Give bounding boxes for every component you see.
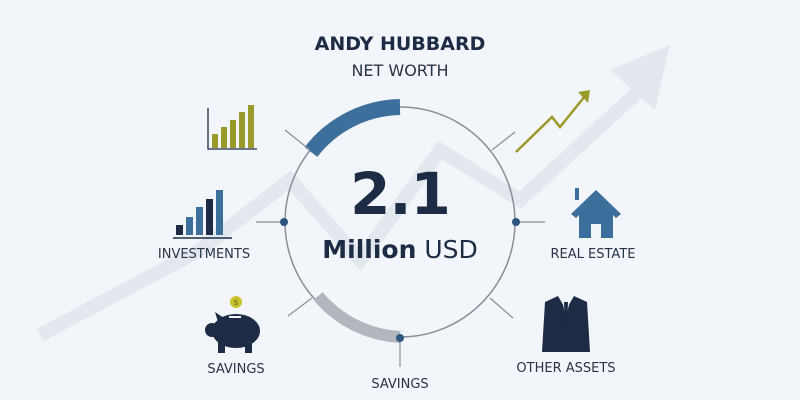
trend-arrow-icon	[515, 90, 590, 153]
person-name: ANDY HUBBARD	[314, 33, 486, 55]
suit-icon	[542, 296, 590, 352]
net-worth-unit: Million USD	[322, 235, 478, 264]
dot-left	[280, 218, 288, 226]
dot-right	[512, 218, 520, 226]
piggy-bank-icon: $	[205, 296, 260, 353]
svg-text:$: $	[233, 298, 238, 307]
net-worth-subtitle: NET WORTH	[351, 61, 449, 80]
olive-bar-chart-icon	[207, 105, 257, 150]
house-icon	[571, 188, 621, 238]
net-worth-value: 2.1	[350, 160, 451, 228]
background-arrow-head	[610, 45, 670, 110]
dot-bottom	[396, 334, 404, 342]
label-investments: INVESTMENTS	[157, 247, 251, 262]
label-other-assets: OTHER ASSETS	[516, 361, 616, 376]
unit-currency: USD	[424, 235, 478, 264]
bar-chart-icon	[173, 190, 232, 239]
unit-million: Million	[322, 235, 417, 264]
background-trend-arrow	[36, 84, 645, 342]
label-savings-bottom: SAVINGS	[371, 377, 429, 392]
label-real-estate: REAL ESTATE	[550, 247, 636, 262]
blue-arc	[304, 99, 401, 158]
label-savings: SAVINGS	[207, 362, 265, 377]
gray-arc	[313, 292, 401, 343]
